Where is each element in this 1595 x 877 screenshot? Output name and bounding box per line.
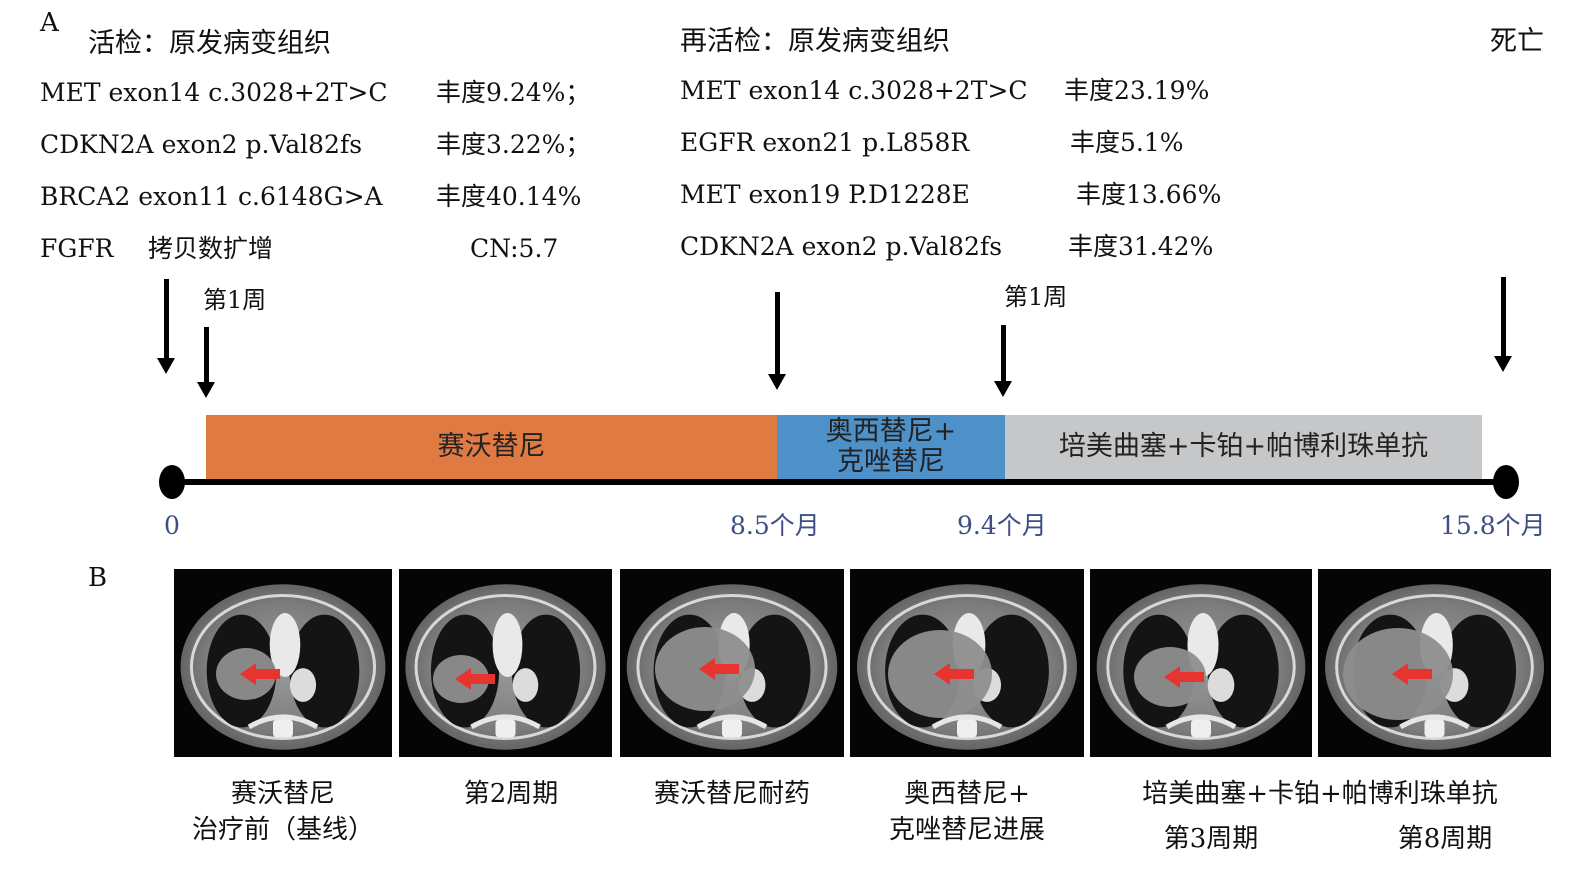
caption-1-line1: 赛沃替尼 bbox=[230, 779, 335, 809]
week1-label-first: 第1周 bbox=[203, 286, 267, 314]
caption-1-line2: 治疗前（基线） bbox=[191, 815, 374, 845]
caption-4-line2: 克唑替尼进展 bbox=[888, 815, 1045, 845]
biopsy1-gene-2: CDKN2A exon2 p.Val82fs bbox=[40, 130, 363, 159]
caption-5: 培美曲塞+卡铂+帕博利珠单抗 bbox=[1142, 779, 1498, 809]
ct-scan-baseline bbox=[174, 569, 392, 757]
panel-a-label: A bbox=[40, 8, 59, 38]
ct-scan-chemo-cycle8 bbox=[1318, 569, 1551, 757]
segment-osimertinib-label-line2: 克唑替尼 bbox=[837, 446, 945, 477]
caption-6: 第3周期 bbox=[1163, 824, 1259, 854]
segment-osimertinib-crizotinib: 奥西替尼+ 克唑替尼 bbox=[777, 415, 1005, 479]
biopsy2-value-3: 丰度13.66% bbox=[1076, 180, 1222, 209]
caption-4-line1: 奥西替尼+ bbox=[904, 779, 1030, 809]
biopsy2-gene-1: MET exon14 c.3028+2T>C bbox=[680, 76, 1028, 105]
ct-scan-cycle2 bbox=[399, 569, 612, 757]
biopsy1-gene-4: FGFR bbox=[40, 234, 114, 263]
timeline-end-dot bbox=[1493, 465, 1519, 499]
ct-scan-osimertinib-progression bbox=[850, 569, 1084, 757]
biopsy2-header: 再活检：原发病变组织 bbox=[680, 26, 950, 57]
segment-osimertinib-label-line1: 奥西替尼+ bbox=[825, 415, 957, 447]
biopsy2-gene-3: MET exon19 P.D1228E bbox=[680, 180, 970, 209]
biopsy1-value-2: 丰度3.22%； bbox=[436, 130, 591, 159]
tick-15-8: 15.8个月 bbox=[1440, 511, 1546, 540]
caption-2: 第2周期 bbox=[463, 779, 559, 809]
biopsy2-gene-4: CDKN2A exon2 p.Val82fs bbox=[680, 232, 1003, 261]
biopsy1-value-4: CN:5.7 bbox=[470, 234, 559, 263]
biopsy1-gene-3: BRCA2 exon11 c.6148G>A bbox=[40, 182, 383, 211]
biopsy2-value-2: 丰度5.1% bbox=[1070, 128, 1184, 157]
segment-chemo-immuno: 培美曲塞+卡铂+帕博利珠单抗 bbox=[1005, 415, 1482, 479]
biopsy1-gene-1: MET exon14 c.3028+2T>C bbox=[40, 78, 388, 107]
segment-savolitinib-label: 赛沃替尼 bbox=[437, 430, 546, 462]
ct-scan-savolitinib-resistance bbox=[620, 569, 844, 757]
timeline-start-dot bbox=[159, 465, 185, 499]
death-label: 死亡 bbox=[1490, 26, 1544, 57]
ct-scan-chemo-cycle3 bbox=[1090, 569, 1312, 757]
panel-b-label: B bbox=[88, 563, 108, 593]
tick-0: 0 bbox=[164, 511, 180, 540]
biopsy1-value-3: 丰度40.14% bbox=[436, 182, 582, 211]
caption-7: 第8周期 bbox=[1397, 824, 1493, 854]
segment-savolitinib: 赛沃替尼 bbox=[206, 415, 777, 479]
week1-label-second: 第1周 bbox=[1004, 283, 1068, 311]
segment-chemo-immuno-label: 培美曲塞+卡铂+帕博利珠单抗 bbox=[1058, 430, 1429, 462]
biopsy2-gene-2: EGFR exon21 p.L858R bbox=[680, 128, 970, 157]
biopsy1-desc-4: 拷贝数扩增 bbox=[148, 234, 274, 263]
tick-8-5: 8.5个月 bbox=[730, 511, 820, 540]
biopsy1-value-1: 丰度9.24%； bbox=[436, 78, 591, 107]
timeline-axis bbox=[172, 479, 1508, 485]
caption-3: 赛沃替尼耐药 bbox=[653, 779, 810, 809]
biopsy1-header: 活检：原发病变组织 bbox=[88, 28, 331, 59]
biopsy2-value-4: 丰度31.42% bbox=[1068, 232, 1214, 261]
biopsy2-value-1: 丰度23.19% bbox=[1064, 76, 1210, 105]
tick-9-4: 9.4个月 bbox=[957, 511, 1047, 540]
